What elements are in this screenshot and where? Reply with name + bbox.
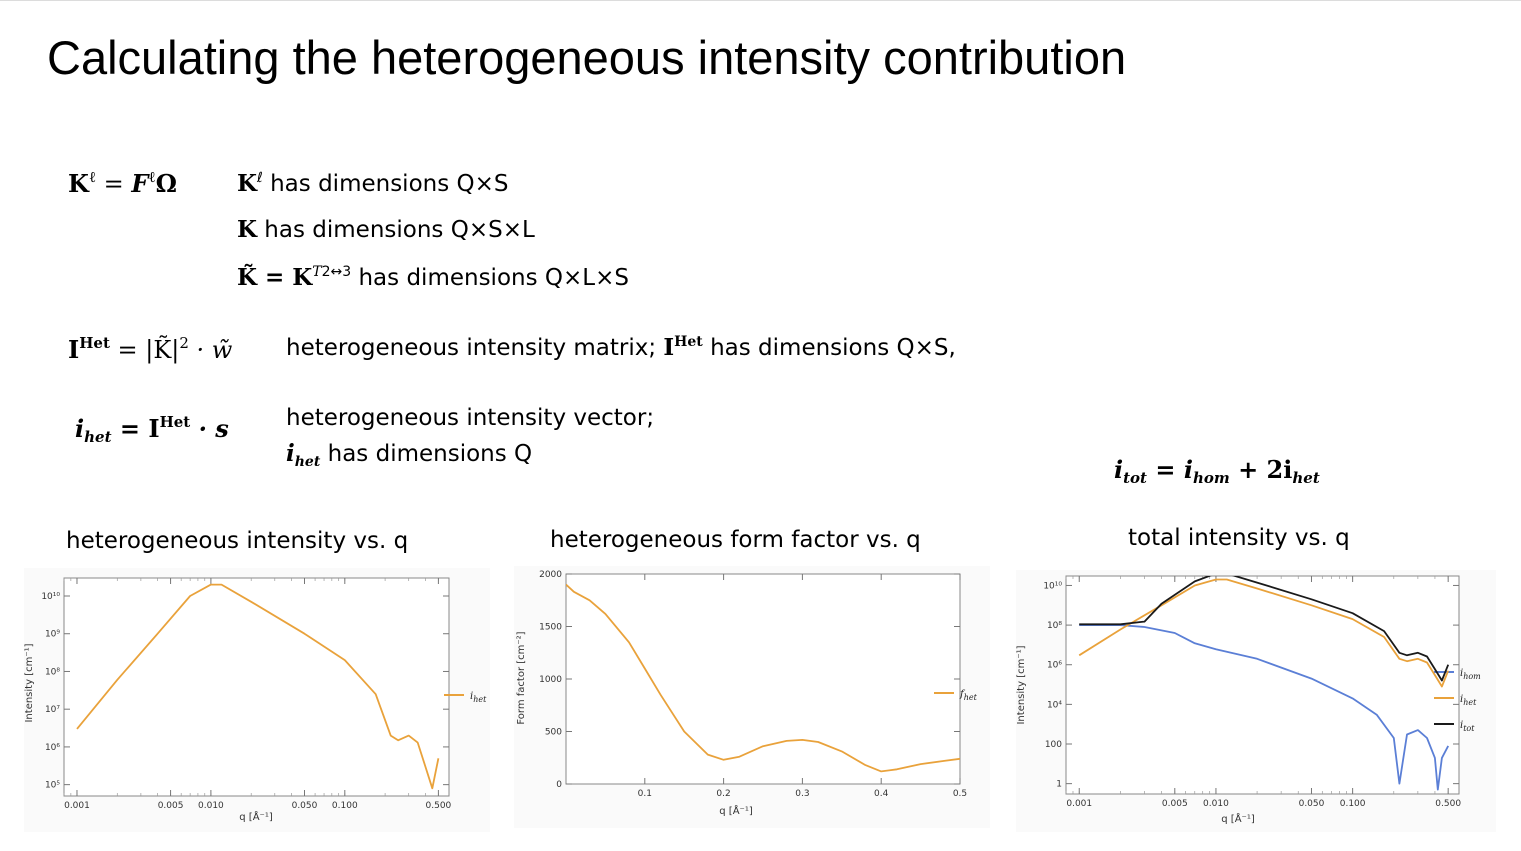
x-axis-label: q [Å⁻¹] xyxy=(1221,812,1255,825)
series-line-itot xyxy=(1079,576,1450,682)
y-tick-label: 2000 xyxy=(539,570,562,580)
x-tick-label: 0.005 xyxy=(1162,799,1188,809)
y-tick-label: 10⁵ xyxy=(45,781,60,791)
y-axis-label: Intensity [cm⁻¹] xyxy=(1016,645,1027,724)
legend-label-itot: itot xyxy=(1460,720,1475,733)
x-tick-label: 0.3 xyxy=(795,789,809,799)
k-tilde-dimensions: K̃ = KT2↔3 has dimensions Q×L×S xyxy=(237,264,629,291)
panel-title-intensity: heterogeneous intensity vs. q xyxy=(66,528,409,554)
chart-form-factor: 0.1 0.2 0.3 0.4 0.5 0 500 1000 1500 2000 q [Å⁻¹] Fo… xyxy=(514,566,990,828)
top-divider xyxy=(0,0,1521,1)
series-line-fhet xyxy=(566,583,960,773)
y-tick-label: 10⁸ xyxy=(45,667,60,677)
x-axis-label: q [Å⁻¹] xyxy=(239,810,273,823)
x-tick-label: 0.1 xyxy=(638,789,652,799)
plot-frame xyxy=(565,573,961,785)
x-tick-label: 0.100 xyxy=(332,801,358,811)
y-tick-label: 10⁸ xyxy=(1047,621,1062,631)
y-tick-label: 1 xyxy=(1056,780,1062,790)
y-tick-label: 0 xyxy=(556,780,562,790)
x-tick-label: 0.500 xyxy=(426,801,452,811)
x-tick-label: 0.4 xyxy=(874,789,889,799)
y-tick-label: 1000 xyxy=(539,675,562,685)
series-line-ihet xyxy=(76,583,440,790)
legend-label-ihet: ihet xyxy=(1460,694,1477,707)
y-tick-label: 10⁶ xyxy=(45,743,60,753)
y-tick-label: 10⁴ xyxy=(1047,700,1062,710)
series-line-ihet xyxy=(1078,578,1450,688)
equation-i-het-matrix: IHet = |K̃|2 · w̃ xyxy=(68,334,233,364)
x-tick-label: 0.010 xyxy=(1203,799,1229,809)
x-tick-label: 0.001 xyxy=(64,801,90,811)
y-tick-label: 10⁷ xyxy=(45,705,60,715)
equation-k-ell: Kℓ = FℓΩ xyxy=(68,168,178,198)
y-axis-label: Form factor [cm⁻²] xyxy=(516,631,527,724)
i-het-vector-dimensions: ihet has dimensions Q xyxy=(286,440,533,470)
equation-i-tot: itot = ihom + 2ihet xyxy=(1114,455,1320,487)
x-tick-label: 0.100 xyxy=(1340,799,1366,809)
x-tick-label: 0.5 xyxy=(953,789,967,799)
chart-total-intensity-svg: 0.001 0.005 0.010 0.050 0.100 0.500 1 100 10⁴ 10⁶… xyxy=(1016,575,1481,825)
chart-form-factor-svg: 0.1 0.2 0.3 0.4 0.5 0 500 1000 1500 2000 q [Å⁻¹] Fo… xyxy=(516,570,978,817)
x-tick-label: 0.500 xyxy=(1435,799,1461,809)
i-het-matrix-description: heterogeneous intensity matrix; IHet has… xyxy=(286,334,956,361)
x-tick-label: 0.010 xyxy=(198,801,224,811)
chart-heterogeneous-intensity: 0.001 0.005 0.010 0.050 0.100 0.500 10⁵ 10⁶ 10⁷ 1… xyxy=(24,568,490,832)
x-tick-label: 0.050 xyxy=(292,801,318,811)
legend-label-fhet: fhet xyxy=(959,689,978,702)
slide-title: Calculating the heterogeneous intensity … xyxy=(47,31,1127,84)
x-tick-label: 0.050 xyxy=(1299,799,1325,809)
chart-heterogeneous-intensity-svg: 0.001 0.005 0.010 0.050 0.100 0.500 10⁵ 10⁶ 10⁷ 1… xyxy=(24,577,487,823)
x-tick-label: 0.005 xyxy=(158,801,184,811)
legend-label-ihom: ihom xyxy=(1460,668,1481,681)
series-line-ihom xyxy=(1079,624,1449,791)
y-axis-label: Intensity [cm⁻¹] xyxy=(24,643,35,722)
y-tick-label: 10¹⁰ xyxy=(41,592,60,602)
legend-label-ihet: ihet xyxy=(470,691,487,704)
y-tick-label: 1500 xyxy=(539,623,562,633)
y-tick-label: 100 xyxy=(1045,740,1062,750)
y-tick-label: 10¹⁰ xyxy=(1043,581,1062,591)
x-tick-label: 0.001 xyxy=(1066,799,1092,809)
chart-total-intensity: 0.001 0.005 0.010 0.050 0.100 0.500 1 100 10⁴ 10⁶… xyxy=(1016,570,1496,832)
plot-frame xyxy=(1065,575,1460,795)
panel-title-total-intensity: total intensity vs. q xyxy=(1128,525,1350,551)
x-axis-label: q [Å⁻¹] xyxy=(719,804,753,817)
panel-title-form-factor: heterogeneous form factor vs. q xyxy=(550,527,921,553)
k-ell-dimensions: Kℓ has dimensions Q×S xyxy=(237,170,509,197)
x-tick-label: 0.2 xyxy=(716,789,730,799)
k-dimensions: K has dimensions Q×S×L xyxy=(237,216,535,243)
i-het-vector-description: heterogeneous intensity vector; xyxy=(286,405,655,431)
equation-i-het-vector: ihet = IHet · s xyxy=(75,413,229,446)
y-tick-label: 10⁶ xyxy=(1047,661,1062,671)
y-tick-label: 500 xyxy=(545,728,562,738)
plot-frame xyxy=(63,577,450,797)
y-tick-label: 10⁹ xyxy=(45,630,60,640)
